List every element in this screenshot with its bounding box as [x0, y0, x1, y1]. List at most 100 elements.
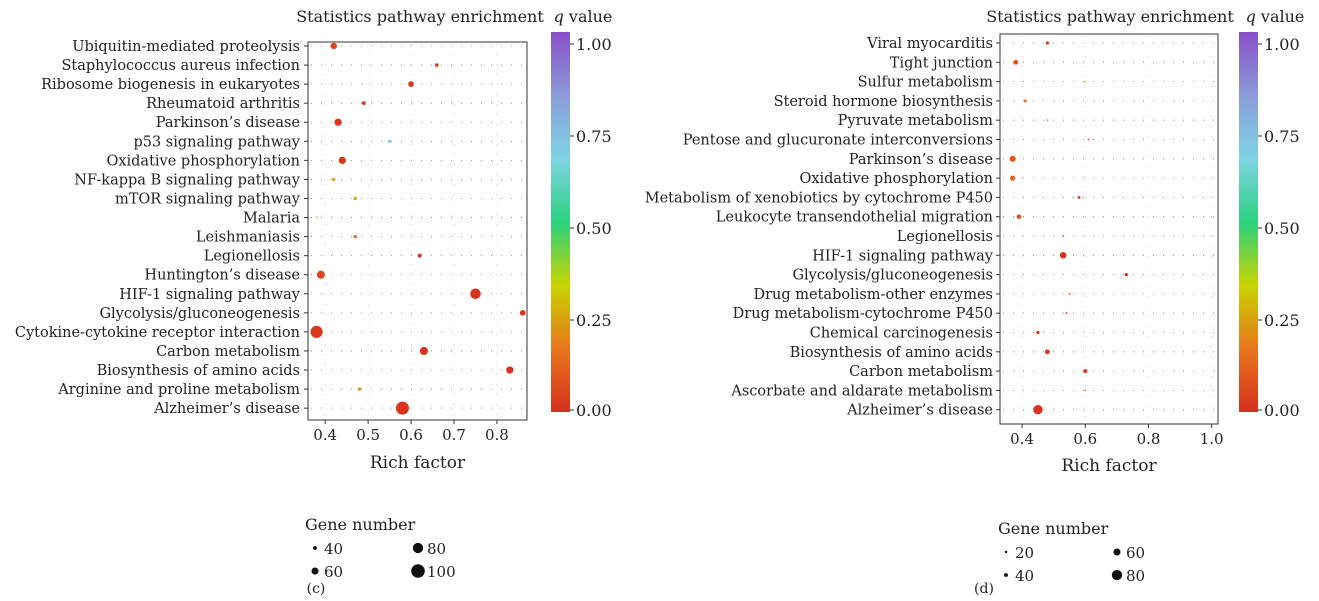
x-tick-label: 0.4 — [1010, 430, 1034, 448]
data-point — [1083, 369, 1088, 374]
category-label: Malaria — [243, 211, 300, 227]
data-point — [408, 81, 414, 87]
colorbar-tick-label: 0.25 — [1264, 311, 1300, 330]
category-label: Alzheimer’s disease — [846, 403, 993, 419]
size-legend-dot — [1113, 548, 1121, 556]
data-point — [334, 118, 342, 126]
category-label: Metabolism of xenobiotics by cytochrome … — [645, 190, 993, 206]
data-point — [470, 288, 481, 300]
colorbar-tick-label: 1.00 — [576, 35, 612, 54]
colorbar-tick-label: 0.25 — [576, 311, 612, 330]
plot-frame — [999, 33, 1219, 425]
data-point — [1013, 59, 1019, 65]
size-legend-label: 80 — [427, 540, 446, 558]
panel-d: Statistics pathway enrichment q value Vira… — [645, 7, 1305, 597]
chart-title: Statistics pathway enrichment — [986, 7, 1234, 26]
x-axis-label: Rich factor — [1061, 456, 1157, 476]
size-legend-label: 40 — [1015, 567, 1034, 585]
data-point — [1059, 252, 1067, 259]
data-point — [1084, 80, 1087, 83]
colorbar-title: q value — [554, 7, 613, 26]
data-point — [395, 401, 409, 415]
colorbar-title-rest: value — [564, 7, 613, 26]
size-legend-label: 80 — [1126, 567, 1145, 585]
data-point — [1065, 312, 1068, 315]
category-label: NF-kappa B signaling pathway — [74, 172, 301, 188]
data-point — [1010, 175, 1016, 181]
colorbar-title: q value — [1246, 7, 1305, 26]
colorbar-title-q: q — [1246, 7, 1256, 26]
data-point — [1087, 138, 1090, 141]
data-point — [1033, 404, 1043, 415]
category-label: Oxidative phosphorylation — [106, 153, 300, 169]
category-label: Glycolysis/gluconeogenesis — [99, 306, 300, 322]
data-point — [1016, 214, 1022, 219]
colorbar-tick-label: 0.50 — [1264, 219, 1300, 238]
x-axis-label: Rich factor — [370, 453, 466, 473]
size-legend-dot — [412, 542, 424, 554]
size-legend-label: 60 — [324, 563, 343, 581]
data-point — [310, 325, 323, 338]
size-legend-title: Gene number — [305, 515, 416, 534]
data-point — [387, 139, 392, 143]
data-point — [1084, 389, 1087, 392]
category-label: Arginine and proline metabolism — [57, 382, 300, 398]
plot-frame — [307, 41, 528, 421]
colorbar — [1239, 32, 1258, 412]
category-label: Leishmaniasis — [196, 230, 300, 246]
x-tick-label: 0.6 — [399, 426, 423, 444]
category-label: Parkinson’s disease — [156, 115, 300, 131]
category-label: Staphylococcus aureus infection — [61, 58, 300, 74]
category-label: p53 signaling pathway — [133, 134, 300, 150]
category-label: Huntington’s disease — [144, 268, 300, 284]
size-legend-dot — [311, 567, 319, 575]
data-point — [315, 216, 318, 219]
panel-label: (c) — [307, 581, 326, 597]
category-label: Ascorbate and aldarate metabolism — [730, 383, 993, 399]
colorbar — [551, 32, 570, 412]
category-label: Oxidative phosphorylation — [799, 171, 993, 187]
data-point — [519, 309, 526, 316]
data-point — [506, 366, 514, 374]
size-legend-dot — [411, 564, 425, 578]
data-point — [417, 253, 422, 258]
colorbar-title-rest: value — [1256, 7, 1305, 26]
x-tick-label: 0.5 — [356, 426, 380, 444]
data-point — [1044, 349, 1050, 355]
data-point — [1124, 272, 1129, 277]
data-point — [1045, 41, 1050, 45]
panel-label: (d) — [974, 581, 994, 597]
data-point — [353, 196, 357, 201]
category-label: mTOR signaling pathway — [115, 191, 301, 207]
colorbar-tick-label: 0.00 — [1264, 401, 1300, 420]
x-tick-label: 0.8 — [1137, 430, 1161, 448]
category-label: Leukocyte transendothelial migration — [716, 210, 993, 226]
category-label: Pentose and glucuronate interconversions — [683, 133, 993, 149]
panel-c: Statistics pathway enrichment q value Ubiq… — [15, 7, 613, 597]
category-label: Drug metabolism-cytochrome P450 — [733, 306, 993, 322]
x-tick-label: 0.7 — [442, 426, 466, 444]
data-point — [1062, 235, 1065, 237]
data-point — [353, 234, 357, 239]
category-label: Cytokine-cytokine receptor interaction — [15, 325, 300, 341]
category-label: Chemical carcinogenesis — [810, 326, 993, 342]
x-tick-label: 0.8 — [485, 426, 509, 444]
data-point — [435, 63, 439, 67]
category-label: Drug metabolism-other enzymes — [753, 287, 993, 303]
size-legend-title: Gene number — [998, 519, 1109, 538]
x-tick-label: 1.0 — [1200, 430, 1224, 448]
chart-title: Statistics pathway enrichment — [296, 7, 544, 26]
category-label: Parkinson’s disease — [849, 152, 993, 168]
colorbar-tick-label: 0.50 — [576, 219, 612, 238]
category-label: Steroid hormone biosynthesis — [774, 94, 993, 110]
size-legend-label: 100 — [427, 563, 456, 581]
size-legend-dot — [1004, 550, 1008, 554]
category-label: Sulfur metabolism — [858, 75, 994, 91]
data-point — [419, 346, 429, 356]
category-label: Ubiquitin-mediated proteolysis — [72, 39, 300, 55]
category-label: Viral myocarditis — [866, 36, 993, 52]
colorbar-tick-label: 0.75 — [576, 127, 612, 146]
data-point — [1068, 293, 1071, 295]
category-label: Ribosome biogenesis in eukaryotes — [41, 77, 300, 93]
